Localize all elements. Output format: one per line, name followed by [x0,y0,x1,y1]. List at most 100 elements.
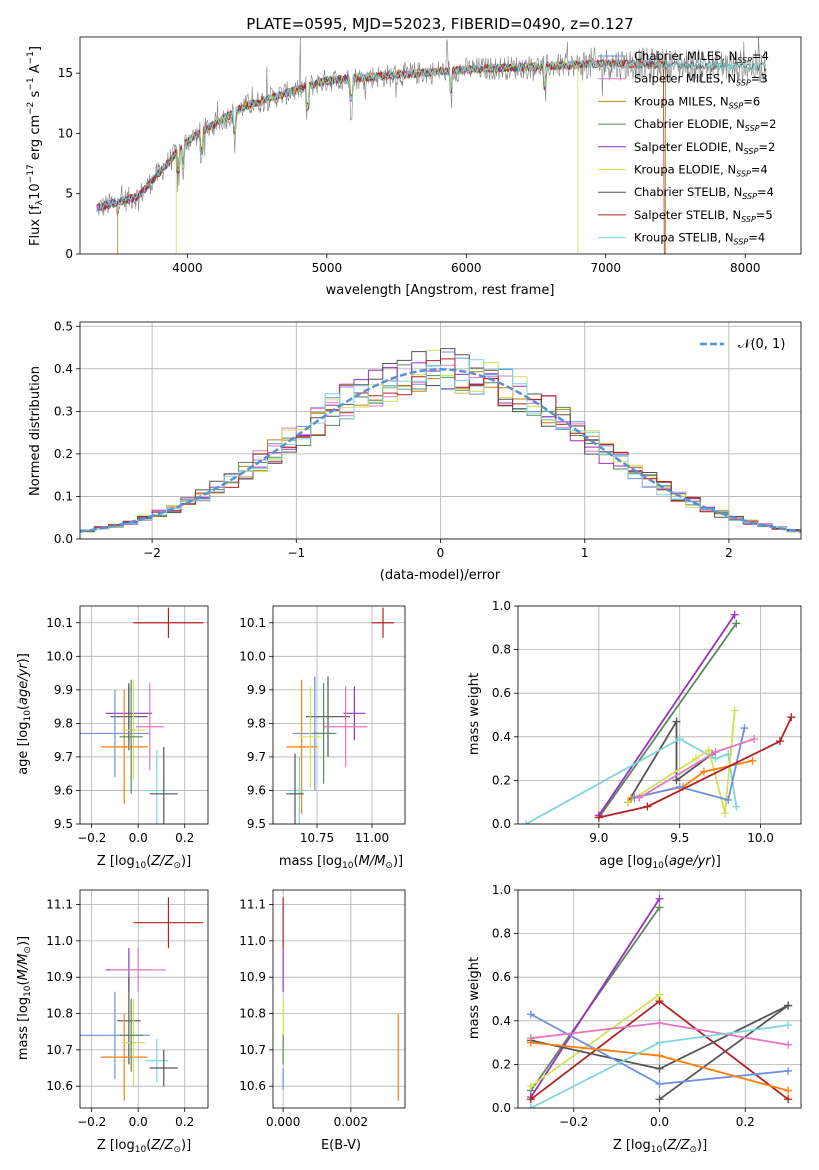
residuals-xlabel: (data-model)/error [380,568,501,583]
x-tick-label: 1 [581,546,589,560]
weight-line [530,898,661,1098]
y-tick-label: 10.7 [46,1043,73,1057]
plot-area [80,348,801,533]
weight-marker [655,1080,664,1089]
y-tick-label: 10 [58,126,73,140]
plot-area [80,897,204,1101]
spectrum-model-line [96,58,767,213]
weight-marker [522,820,531,824]
weight-marker [643,802,652,811]
legend-label: Chabrier MILES, NSSP=4 [634,49,769,65]
weight-marker [594,813,603,822]
weight-line [598,716,793,819]
weight-marker [732,802,741,811]
axes-frame [517,889,802,1109]
x-tick-label: 0.0 [650,1115,669,1129]
x-tick-label: 6000 [451,261,482,275]
x-tick-label: −2 [143,546,161,560]
mass-vs-Z-ylabel: mass [log10(M/M⊙)] [16,936,33,1060]
weight-marker [750,734,759,743]
x-tick-label: 11.00 [355,831,389,845]
x-tick-label: 10.75 [300,831,334,845]
legend-label: Kroupa STELIB, NSSP=4 [634,231,765,247]
residuals-legend-label: 𝒩(0, 1) [738,337,785,352]
spectrum-title: PLATE=0595, MJD=52023, FIBERID=0490, z=0… [246,15,633,33]
y-tick-label: 10.0 [239,649,266,663]
y-tick-label: 9.7 [247,750,266,764]
y-tick-label: 10.6 [239,1079,266,1093]
legend-label: Salpeter MILES, NSSP=3 [634,72,768,88]
weight-marker [526,1082,535,1091]
x-tick-label: 0.2 [736,1115,755,1129]
y-tick-label: 0.3 [54,404,73,418]
weight-marker [720,809,729,818]
x-tick-label: 9.0 [589,831,608,845]
plot-area [96,37,767,254]
y-tick-label: 9.9 [247,683,266,697]
y-tick-label: 10.8 [46,1007,73,1021]
legend-label: Salpeter STELIB, NSSP=5 [634,208,773,224]
x-tick-label: 7000 [590,261,621,275]
y-tick-label: 0.4 [492,1014,511,1028]
weight-marker [699,767,708,776]
weight-marker [655,1095,664,1104]
weight-marker [704,745,713,754]
weight-marker [675,734,684,743]
weight-vs-age-plot: 9.0 9.5 10.0 0.0 0.2 0.4 0.6 0.8 1.0 [492,599,802,845]
weight-marker [748,756,757,765]
y-tick-label: 9.6 [54,783,73,797]
x-tick-label: 0.2 [175,831,194,845]
weight-line [598,622,738,819]
plot-area [80,607,204,824]
spectrum-ylabel: Flux [fλ10−17 erg cm−2 s−1 A−1] [26,46,45,246]
axes-frame [79,36,802,255]
weight-marker [711,748,720,757]
y-tick-label: 0 [65,247,73,261]
y-tick-label: 9.6 [247,783,266,797]
y-tick-label: 9.8 [247,716,266,730]
y-tick-label: 5 [65,187,73,201]
weight-marker [784,1086,793,1095]
age-vs-mass-plot: 10.75 11.00 9.5 9.6 9.7 9.8 9.9 10.0 10.1 [239,605,406,845]
residuals-plot: −2 −1 0 1 2 0.0 0.1 0.2 0.3 0.4 0.5 [54,319,802,560]
x-tick-label: 5000 [312,261,343,275]
y-tick-label: 15 [58,66,73,80]
weight-marker [732,619,741,628]
mass-vs-Z-xlabel: Z [log10(Z/Z⊙)] [97,1138,191,1155]
weight-vs-age-ylabel: mass weight [467,673,482,755]
y-tick-label: 10.8 [239,1007,266,1021]
x-tick-label: 0 [437,546,445,560]
y-tick-label: 0.5 [54,319,73,333]
weight-vs-age-xlabel: age [log10(age/yr)] [599,854,721,871]
weight-marker [655,1018,664,1027]
weight-marker [655,1064,664,1073]
y-tick-label: 0.1 [54,489,73,503]
y-tick-label: 0.8 [492,643,511,657]
weight-marker [724,796,733,805]
weight-marker [635,793,644,802]
x-tick-label: 4000 [172,261,203,275]
y-tick-label: 11.0 [239,934,266,948]
y-tick-label: 11.1 [239,898,266,912]
age-vs-mass-xlabel: mass [log10(M/M⊙)] [279,854,403,871]
weight-line [598,614,736,816]
spectrum-legend: Chabrier MILES, NSSP=4 Salpeter MILES, NS… [598,49,776,247]
weight-marker [655,1051,664,1060]
weight-marker [675,782,684,791]
age-vs-Z-xlabel: Z [log10(Z/Z⊙)] [97,854,191,871]
y-tick-label: 0.2 [492,773,511,787]
weight-marker [775,737,784,746]
mass-vs-Z-plot: −0.2 0.0 0.2 10.6 10.7 10.8 10.9 11.0 11.1 [46,889,209,1129]
spectrum-xlabel: wavelength [Angstrom, rest frame] [326,283,555,298]
y-tick-label: 0.2 [492,1057,511,1071]
y-tick-label: 0.0 [492,1101,511,1115]
y-tick-label: 0.2 [54,447,73,461]
y-tick-label: 11.0 [46,934,73,948]
axes-frame [79,321,802,540]
axes-frame [272,605,406,825]
axes-frame [272,889,406,1109]
residual-histogram [80,358,801,532]
y-tick-label: 10.1 [239,616,266,630]
y-tick-label: 10.0 [46,649,73,663]
y-tick-label: 0.4 [492,730,511,744]
